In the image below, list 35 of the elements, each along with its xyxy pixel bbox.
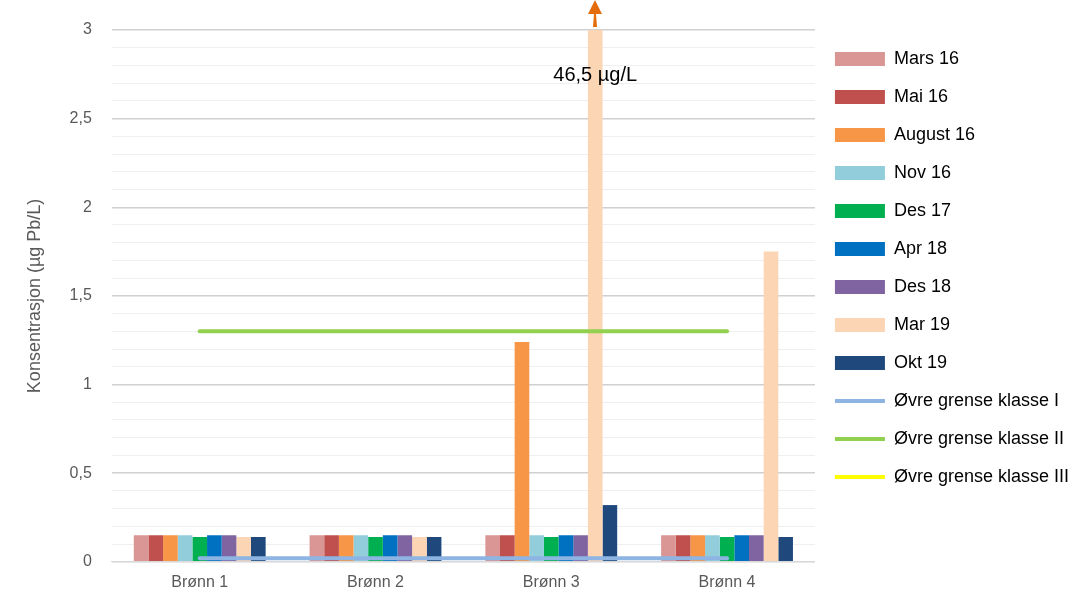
bar bbox=[778, 536, 793, 562]
legend-label: Des 18 bbox=[893, 275, 951, 296]
x-tick-label: Brønn 3 bbox=[522, 572, 580, 590]
bar bbox=[749, 535, 764, 562]
y-tick-label: 1 bbox=[82, 374, 92, 392]
legend-label: Nov 16 bbox=[893, 161, 951, 182]
bar bbox=[734, 535, 750, 562]
bar bbox=[133, 535, 149, 562]
y-tick-label: 1,5 bbox=[69, 286, 92, 304]
bar bbox=[514, 341, 530, 562]
legend-label: August 16 bbox=[893, 123, 975, 144]
legend-label: Okt 19 bbox=[893, 351, 947, 372]
y-tick-label: 0 bbox=[82, 552, 92, 570]
annotation: 46,5 µg/L bbox=[553, 62, 638, 85]
y-tick-label: 2 bbox=[82, 197, 92, 215]
legend-label: Apr 18 bbox=[893, 237, 947, 258]
legend-label: Mai 16 bbox=[893, 85, 948, 106]
x-tick-label: Brønn 2 bbox=[347, 572, 405, 590]
legend-label: Øvre grense klasse II bbox=[893, 427, 1065, 448]
legend-label: Des 17 bbox=[893, 199, 951, 220]
bar bbox=[192, 536, 208, 562]
legend-label: Øvre grense klasse III bbox=[893, 465, 1070, 486]
legend-label: Mars 16 bbox=[893, 47, 959, 68]
y-tick-label: 2,5 bbox=[69, 109, 92, 127]
x-tick-label: Brønn 1 bbox=[171, 572, 229, 590]
bar bbox=[763, 251, 779, 562]
bar bbox=[148, 535, 164, 562]
legend-label: Mar 19 bbox=[893, 313, 950, 334]
y-axis-title: Konsentrasjon (µg Pb/L) bbox=[23, 198, 44, 394]
bar bbox=[177, 535, 193, 562]
x-tick-label: Brønn 4 bbox=[698, 572, 756, 590]
bar bbox=[163, 535, 178, 562]
legend-label: Øvre grense klasse I bbox=[893, 389, 1060, 410]
y-tick-label: 3 bbox=[82, 20, 92, 38]
y-tick-label: 0,5 bbox=[69, 463, 92, 481]
